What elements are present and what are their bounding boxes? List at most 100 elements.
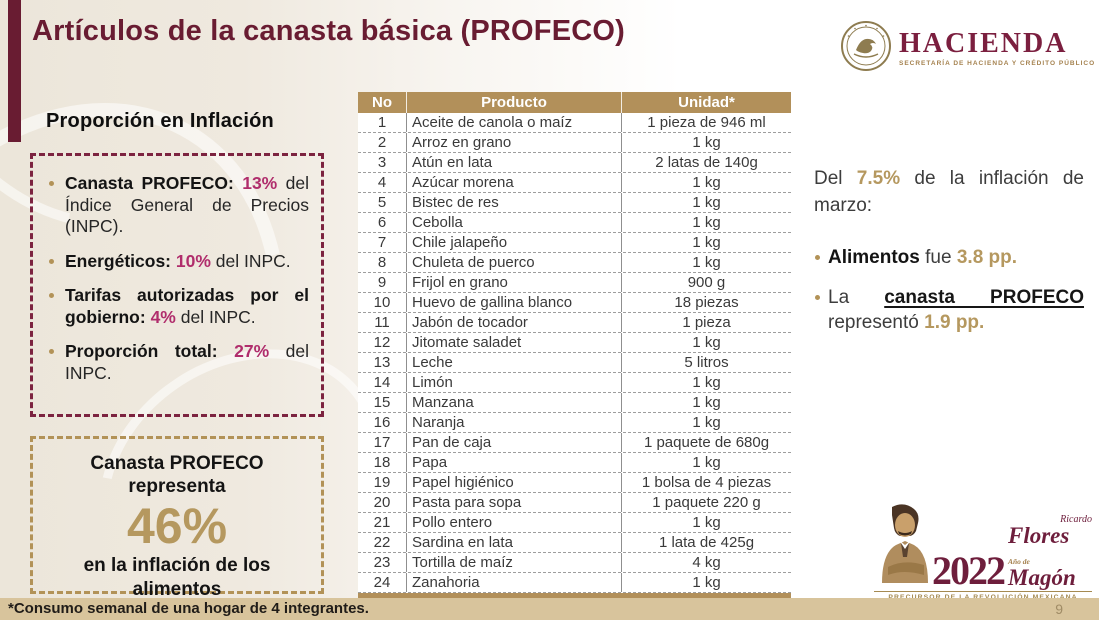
table-cell: 22 <box>373 534 391 551</box>
table-cell: 1 kg <box>621 133 791 152</box>
table-cell: Tortilla de maíz <box>406 553 621 572</box>
table-cell: 1 kg <box>621 453 791 472</box>
bullet-label: Energéticos: <box>65 250 171 271</box>
table-cell: 900 g <box>621 273 791 292</box>
logo-2022-year: 2022 <box>932 548 1006 593</box>
table-row: 18 Papa 1 kg <box>358 453 791 473</box>
table-cell: 23 <box>373 554 391 571</box>
table-cell: Chile jalapeño <box>406 233 621 252</box>
bullet-rest: del INPC. <box>180 306 256 327</box>
table-cell: 19 <box>373 474 391 491</box>
table-cell: Leche <box>406 353 621 372</box>
table-cell: Aceite de canola o maíz <box>406 113 621 132</box>
table-cell: 4 <box>377 174 387 191</box>
table-row: 19 Papel higiénico 1 bolsa de 4 piezas <box>358 473 791 493</box>
table-cell: 1 kg <box>621 333 791 352</box>
highlight-value: 46% <box>126 498 228 555</box>
table-cell: Pan de caja <box>406 433 621 452</box>
table-row: 13 Leche 5 litros <box>358 353 791 373</box>
table-cell: 18 <box>373 454 391 471</box>
bullet-value: 13% <box>242 173 278 193</box>
table-cell: 1 kg <box>621 413 791 432</box>
table-row: 3 Atún en lata 2 latas de 140g <box>358 153 791 173</box>
bullet-value: 10% <box>175 250 211 271</box>
table-row: 23 Tortilla de maíz 4 kg <box>358 553 791 573</box>
bullet-value: 27% <box>234 341 270 362</box>
table-cell: 11 <box>374 314 390 331</box>
table-cell: 17 <box>373 434 391 451</box>
table-cell: Atún en lata <box>406 153 621 172</box>
table-row: 5 Bistec de res 1 kg <box>358 193 791 213</box>
table-cell: 24 <box>373 574 391 591</box>
table-cell: 20 <box>373 494 391 511</box>
table-row: 16 Naranja 1 kg <box>358 413 791 433</box>
table-cell: 10 <box>373 294 391 311</box>
table-cell: 13 <box>373 354 391 371</box>
bullet-rest: del Índice General de Precios (INPC). <box>65 173 309 237</box>
logo-2022-flores: Flores <box>1008 522 1070 548</box>
table-cell: Azúcar morena <box>406 173 621 192</box>
table-cell: Chuleta de puerco <box>406 253 621 272</box>
table-cell: Papa <box>406 453 621 472</box>
table-cell: 2 latas de 140g <box>621 153 791 172</box>
table-cell: 3 <box>377 154 387 171</box>
bullet-label: Proporción total: <box>65 341 218 362</box>
table-body: 1 Aceite de canola o maíz 1 pieza de 946 m… <box>358 113 791 593</box>
table-cell: Bistec de res <box>406 193 621 212</box>
table-row: 12 Jitomate saladet 1 kg <box>358 333 791 353</box>
footer-bar: *Consumo semanal de una hogar de 4 integ… <box>0 598 1099 620</box>
table-cell: 1 kg <box>621 173 791 192</box>
bullet2-value: 1.9 pp. <box>924 311 985 333</box>
logo-2022-names: Ricardo Flores Año de Magón <box>1008 514 1092 589</box>
table-cell: Pollo entero <box>406 513 621 532</box>
inflation-bullet: Energéticos: 10% del INPC. <box>43 251 309 273</box>
intro-suffix: de la inflación de marzo: <box>814 168 1084 216</box>
intro-value: 7.5% <box>856 168 901 189</box>
table-header-unidad: Unidad* <box>621 92 791 113</box>
footnote: *Consumo semanal de una hogar de 4 integ… <box>8 600 369 617</box>
table-cell: 1 <box>377 114 387 131</box>
table-cell: 1 kg <box>621 213 791 232</box>
intro-prefix: Del <box>814 168 843 189</box>
table-cell: 1 kg <box>621 253 791 272</box>
logo-2022-caption: PRECURSOR DE LA REVOLUCIÓN MEXICANA <box>874 591 1092 601</box>
table-row: 17 Pan de caja 1 paquete de 680g <box>358 433 791 453</box>
table-row: 6 Cebolla 1 kg <box>358 213 791 233</box>
table-row: 4 Azúcar morena 1 kg <box>358 173 791 193</box>
table-cell: 1 paquete 220 g <box>621 493 791 512</box>
table-row: 20 Pasta para sopa 1 paquete 220 g <box>358 493 791 513</box>
hacienda-name: HACIENDA <box>899 28 1068 59</box>
table-row: 22 Sardina en lata 1 lata de 425g <box>358 533 791 553</box>
table-cell: 6 <box>377 214 387 231</box>
table-cell: 8 <box>377 254 387 271</box>
table-cell: 7 <box>377 234 387 251</box>
table-cell: 14 <box>373 374 391 391</box>
table-cell: 16 <box>373 414 391 431</box>
table-cell: Limón <box>406 373 621 392</box>
inflation-intro-text: Del 7.5% de la inflación de marzo: <box>814 166 1084 219</box>
table-cell: 5 litros <box>621 353 791 372</box>
table-cell: Sardina en lata <box>406 533 621 552</box>
table-cell: 9 <box>377 274 387 291</box>
bullet-rest: del INPC. <box>65 341 309 383</box>
inflation-bullets-box: Canasta PROFECO: 13% del Índice General … <box>30 153 324 417</box>
table-cell: 1 lata de 425g <box>621 533 791 552</box>
table-cell: 2 <box>377 134 387 151</box>
inflation-bullet: Proporción total: 27% del INPC. <box>43 341 309 384</box>
bullet1-value: 3.8 pp. <box>956 247 1018 269</box>
bullet1-mid: fue <box>925 247 952 269</box>
table-row: 7 Chile jalapeño 1 kg <box>358 233 791 253</box>
table-cell: 1 kg <box>621 513 791 532</box>
table-cell: Huevo de gallina blanco <box>406 293 621 312</box>
table-cell: Manzana <box>406 393 621 412</box>
table-cell: Jabón de tocador <box>406 313 621 332</box>
section-heading-inflation: Proporción en Inflación <box>46 110 274 132</box>
inflation-bullet: Canasta PROFECO: 13% del Índice General … <box>43 173 309 238</box>
bullet-rest: del INPC. <box>215 250 291 271</box>
flores-magon-2022-logo: 2022 Ricardo Flores Año de Magón PRECURS… <box>874 501 1092 601</box>
page-title: Artículos de la canasta básica (PROFECO) <box>32 15 626 47</box>
table-cell: 1 kg <box>621 193 791 212</box>
bullet2-pre: La <box>828 286 850 308</box>
right-bullet-alimentos: Alimentos fue 3.8 pp. <box>814 246 1084 271</box>
